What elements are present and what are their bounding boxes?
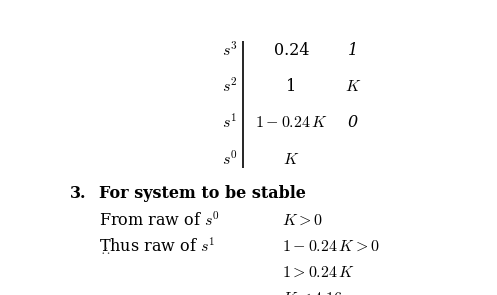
Text: $s^3$: $s^3$ [222, 41, 238, 59]
Text: $K$: $K$ [283, 151, 299, 168]
Text: $s^1$: $s^1$ [222, 114, 238, 132]
Text: $K$: $K$ [345, 78, 361, 95]
Text: 1: 1 [286, 78, 296, 95]
Text: From raw of $s^0$: From raw of $s^0$ [99, 212, 220, 230]
Text: $K < 4.16$: $K < 4.16$ [282, 290, 343, 295]
Text: $\therefore$: $\therefore$ [99, 244, 110, 257]
Text: $s^2$: $s^2$ [222, 77, 238, 96]
Text: 0.24: 0.24 [273, 42, 309, 59]
Text: $1-0.24\,K$: $1-0.24\,K$ [255, 114, 328, 131]
Text: 1: 1 [348, 42, 358, 59]
Text: 0: 0 [348, 114, 358, 131]
Text: For system to be stable: For system to be stable [99, 185, 306, 202]
Text: 3.: 3. [70, 185, 86, 202]
Text: $1 > 0.24\,K$: $1 > 0.24\,K$ [282, 264, 355, 281]
Text: $1-0.24\,K > 0$: $1-0.24\,K > 0$ [282, 237, 379, 255]
Text: $s^0$: $s^0$ [222, 150, 238, 168]
Text: $K > 0$: $K > 0$ [282, 212, 323, 228]
Text: Thus raw of $s^1$: Thus raw of $s^1$ [99, 237, 215, 256]
